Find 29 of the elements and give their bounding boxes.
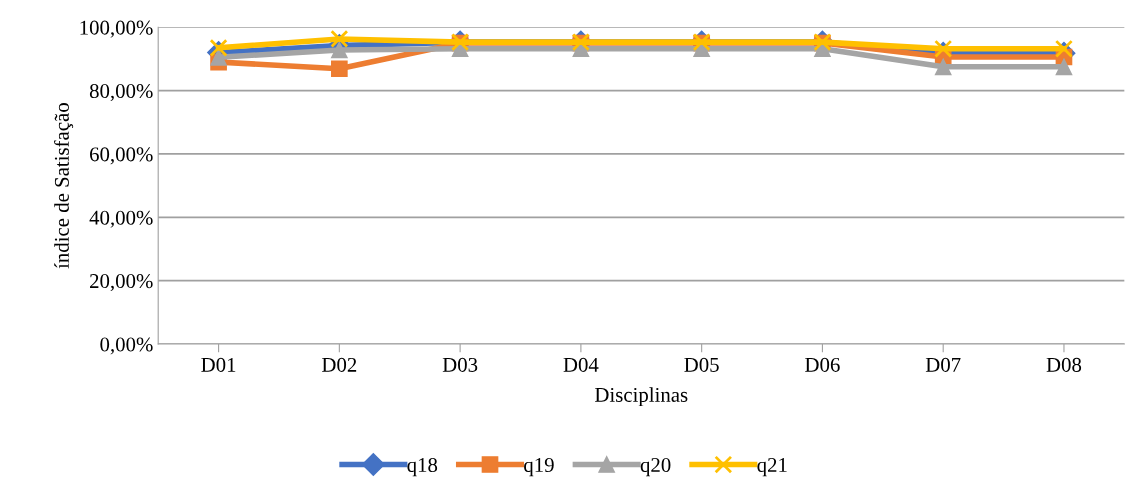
legend-label: q20 (640, 457, 671, 477)
x-axis-title: Disciplinas (595, 387, 688, 407)
x-tick-label: D05 (684, 357, 719, 372)
y-tick-label: 60,00% (90, 147, 153, 165)
point (330, 29, 349, 48)
point (1054, 39, 1073, 58)
point (331, 60, 348, 78)
point (1055, 58, 1073, 76)
y-tick-label: 40,00% (89, 210, 153, 228)
x-tick-label: D08 (1046, 357, 1082, 372)
point (934, 58, 952, 76)
legend-label: q21 (757, 458, 787, 477)
point (209, 38, 228, 57)
point (210, 48, 227, 66)
legend-label: q19 (524, 458, 554, 477)
x-tick-label: D07 (925, 357, 961, 372)
y-tick-label: 20,00% (90, 274, 153, 292)
point (934, 39, 953, 58)
point (331, 41, 348, 59)
y-tick-label: 80,00% (89, 83, 153, 102)
y-tick-label: 0,00% (100, 337, 153, 355)
x-tick-label: D03 (442, 357, 478, 372)
y-tick-label: 100,00% (80, 20, 153, 38)
x-tick-label: D02 (322, 357, 357, 372)
y-axis-title: índice de Satisfação (54, 103, 74, 269)
legend-label: q18 (407, 457, 438, 477)
x-tick-label: D04 (563, 357, 599, 372)
x-tick-label: D06 (805, 357, 840, 372)
x-tick-label: D01 (201, 357, 236, 372)
